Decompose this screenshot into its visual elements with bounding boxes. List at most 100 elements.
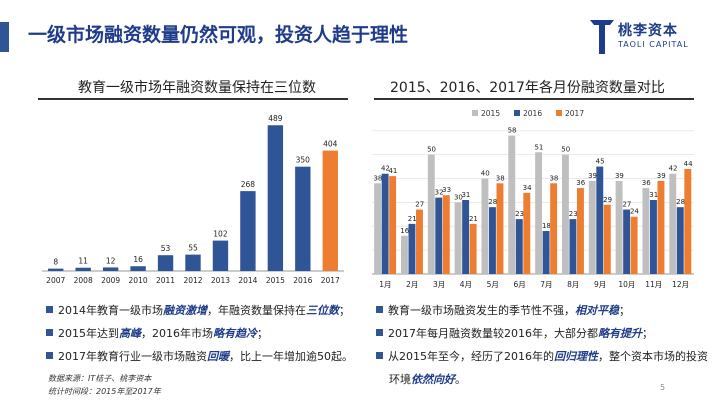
bar-4月-2016 (462, 200, 470, 274)
x-tick-2011: 2011 (156, 276, 175, 285)
left-title-rule (38, 98, 348, 100)
bar-1月-2015 (374, 183, 382, 274)
bullet-square-icon (376, 306, 383, 313)
bar-2013 (212, 240, 229, 271)
right-chart-title: 2015、2016、2017年各月份融资数量对比 (390, 80, 665, 96)
bullet-square-icon (46, 329, 53, 336)
x-tick-12月: 12月 (672, 280, 689, 289)
logo-subtitle: TAOLI CAPITAL (618, 40, 689, 49)
data-label-6月-2015: 58 (508, 127, 517, 135)
legend-swatch-2015 (472, 110, 478, 116)
x-tick-2013: 2013 (211, 276, 230, 285)
data-label-2009: 12 (106, 256, 116, 265)
bar-10月-2016 (623, 209, 631, 274)
data-label-2015: 489 (268, 114, 283, 123)
data-label-2008: 11 (78, 257, 88, 266)
data-label-9月-2016: 45 (596, 158, 605, 166)
data-label-4月-2017: 21 (469, 215, 478, 223)
data-label-2007: 8 (53, 258, 58, 267)
data-period: 统计时间段：2015年至2017年 (48, 387, 161, 396)
data-label-12月-2017: 44 (684, 160, 693, 168)
bar-3月-2016 (435, 197, 443, 274)
data-label-3月-2015: 50 (427, 146, 436, 154)
x-tick-7月: 7月 (540, 280, 552, 289)
data-label-11月-2015: 36 (642, 179, 651, 187)
data-label-3月-2016: 32 (435, 189, 444, 197)
right-bullet-1: 教育一级市场融资发生的季节性不强，相对平稳； (376, 302, 630, 318)
x-tick-1月: 1月 (379, 280, 391, 289)
bar-2月-2016 (408, 223, 416, 274)
data-label-2017: 404 (323, 140, 338, 149)
x-tick-2月: 2月 (406, 280, 418, 289)
data-label-10月-2015: 39 (615, 172, 624, 180)
bar-2017 (322, 150, 338, 271)
bar-2月-2017 (416, 209, 423, 274)
bullet-square-icon (376, 352, 383, 359)
bar-2011 (157, 255, 174, 271)
data-label-8月-2015: 50 (561, 146, 570, 154)
data-label-10月-2016: 27 (622, 201, 631, 209)
data-label-8月-2016: 23 (569, 210, 578, 218)
x-tick-8月: 8月 (567, 280, 579, 289)
data-label-12月-2016: 28 (676, 198, 685, 206)
bar-2008 (75, 267, 91, 271)
bar-9月-2016 (596, 166, 604, 274)
bar-9月-2015 (588, 180, 596, 274)
bullet-square-icon (376, 329, 383, 336)
bar-12月-2016 (676, 207, 684, 274)
legend-swatch-2016 (514, 110, 520, 116)
bar-2014 (240, 191, 256, 271)
bar-2016 (295, 166, 311, 271)
data-label-7月-2015: 51 (534, 143, 543, 151)
bar-12月-2015 (669, 173, 677, 274)
bar-3月-2017 (442, 195, 450, 274)
bar-2010 (130, 266, 146, 271)
logo: 桃李资本 TAOLI CAPITAL (588, 14, 706, 58)
data-label-11月-2016: 31 (649, 191, 658, 199)
x-tick-11月: 11月 (645, 280, 662, 289)
x-tick-2009: 2009 (101, 276, 120, 285)
bar-10月-2015 (615, 180, 623, 274)
page-number: 5 (660, 383, 666, 392)
bar-2007 (48, 268, 64, 271)
x-tick-3月: 3月 (433, 280, 445, 289)
x-tick-5月: 5月 (487, 280, 499, 289)
left-bullet-1: 2014年教育一级市场融资激增，年融资数量保持在三位数； (46, 302, 350, 318)
x-tick-10月: 10月 (618, 280, 635, 289)
data-label-7月-2017: 38 (549, 174, 558, 182)
x-tick-2007: 2007 (46, 276, 65, 285)
bar-2009 (102, 267, 119, 271)
x-tick-6月: 6月 (513, 280, 525, 289)
bar-8月-2016 (569, 219, 577, 274)
x-tick-2014: 2014 (238, 276, 257, 285)
data-label-5月-2016: 28 (488, 198, 497, 206)
data-label-2016: 350 (296, 156, 311, 165)
data-label-4月-2015: 30 (454, 193, 463, 201)
data-label-9月-2017: 29 (603, 196, 612, 204)
x-tick-2015: 2015 (266, 276, 285, 285)
data-label-5月-2017: 38 (496, 174, 505, 182)
data-label-6月-2017: 34 (523, 184, 532, 192)
legend-label-2015: 2015 (481, 109, 500, 118)
bar-4月-2017 (469, 223, 477, 274)
right-bullet-3-continued: 环境依然向好。 (389, 373, 466, 386)
x-tick-2010: 2010 (129, 276, 148, 285)
logo-name: 桃李资本 (618, 23, 678, 39)
x-tick-4月: 4月 (460, 280, 472, 289)
x-tick-2016: 2016 (293, 276, 312, 285)
bar-5月-2015 (481, 178, 489, 274)
bar-2012 (185, 254, 201, 271)
legend-label-2016: 2016 (523, 109, 542, 118)
bar-11月-2017 (657, 180, 665, 274)
logo-mark-icon (590, 20, 614, 54)
legend-swatch-2017 (556, 110, 562, 116)
data-label-2月-2016: 21 (408, 215, 417, 223)
left-bullet-2: 2015年达到高峰，2016年市场略有趋冷； (46, 325, 268, 341)
data-label-4月-2016: 31 (461, 191, 470, 199)
bar-10月-2017 (630, 216, 638, 274)
bar-7月-2017 (550, 183, 558, 274)
bar-8月-2015 (561, 154, 569, 274)
data-label-2011: 53 (161, 244, 171, 253)
legend-label-2017: 2017 (565, 109, 584, 118)
left-bullet-3: 2017年教育行业一级市场融资回暖，比上一年增加逾50起。 (46, 348, 353, 364)
